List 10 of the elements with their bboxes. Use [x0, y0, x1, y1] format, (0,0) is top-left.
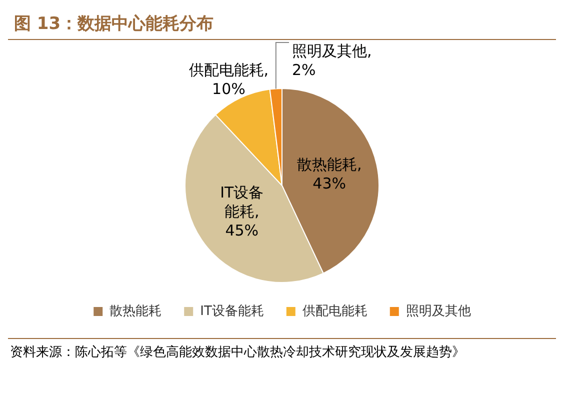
legend-label: 供配电能耗 — [302, 304, 368, 319]
chart-title: 图 13：数据中心能耗分布 — [8, 8, 556, 40]
legend-label: 照明及其他 — [406, 304, 471, 319]
text: 资料来源：陈心拓等《绿色高能效数据中心散热冷却技术研究现状及发展趋势》 — [10, 344, 466, 361]
data-label: 照明及其他,2% — [292, 42, 372, 79]
data-label: IT设备能耗,45% — [220, 184, 264, 240]
data-label: 供配电能耗,10% — [188, 61, 269, 98]
legend-label: IT设备能耗 — [200, 304, 264, 319]
data-label: 散热能耗,43% — [296, 155, 362, 192]
legend-label: 散热能耗 — [110, 304, 162, 319]
